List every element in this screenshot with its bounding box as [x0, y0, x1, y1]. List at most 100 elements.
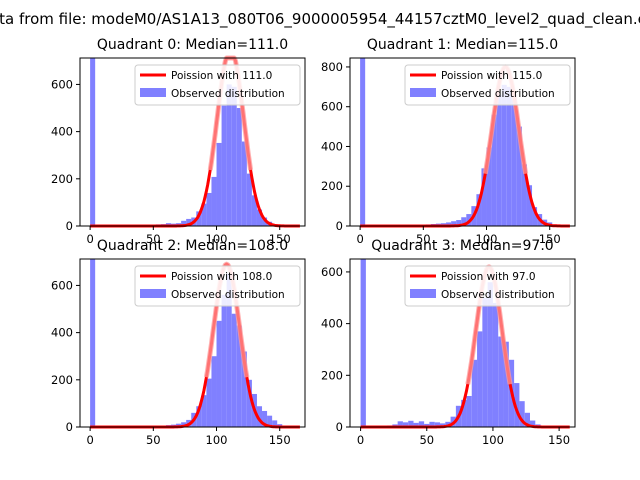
histogram-bar	[241, 141, 247, 226]
histogram-bar	[516, 126, 522, 226]
histogram-bar	[216, 142, 222, 226]
x-tick-label: 150	[539, 232, 561, 246]
quadrant-1-panel: 0 50 100 150 0 200 400 600 800 Poission with 115.…	[321, 37, 576, 246]
y-tick-label: 200	[51, 373, 73, 387]
y-tick-label: 600	[321, 100, 343, 114]
histogram-bar	[236, 108, 242, 226]
quadrant-0-title: Quadrant 0: Median=111.0	[97, 37, 288, 53]
y-tick-label: 200	[51, 172, 73, 186]
histogram-bar	[492, 302, 499, 427]
histogram-bar	[236, 325, 242, 427]
histogram-bar	[503, 341, 509, 427]
histogram-bar	[524, 412, 530, 427]
histogram-bar	[267, 415, 273, 427]
histogram-bar	[501, 84, 507, 226]
figure-suptitle: Data from file: modeM0/AS1A13_080T06_900…	[0, 10, 640, 29]
axes-frame	[349, 258, 576, 428]
x-tick-label: 50	[416, 232, 431, 246]
histogram-bar	[486, 147, 492, 226]
histogram-bar	[408, 420, 414, 427]
x-tick-label: 0	[86, 232, 93, 246]
quadrant-3-title: Quadrant 3: Median=97.0	[371, 238, 553, 254]
x-tick-label: 50	[146, 433, 161, 447]
histogram-bar	[429, 421, 435, 427]
histogram-bar	[466, 395, 472, 427]
histogram-bar	[221, 294, 227, 427]
y-tick-label: 600	[321, 265, 343, 279]
y-tick-label: 0	[336, 420, 343, 434]
quadrant-1-title: Quadrant 1: Median=115.0	[367, 37, 558, 53]
histogram-bar	[434, 422, 440, 427]
y-tick-label: 600	[51, 278, 73, 292]
legend-bar-swatch	[140, 88, 166, 97]
histogram-bar	[451, 221, 457, 226]
legend-bar-label: Observed distribution	[441, 88, 555, 100]
histogram-bar	[221, 105, 227, 226]
legend-bar-swatch	[140, 289, 166, 298]
histogram-bar	[226, 273, 232, 427]
y-tick-label: 200	[321, 368, 343, 382]
poisson-fit-highlight	[203, 261, 250, 378]
histogram-bar	[418, 421, 425, 427]
histogram-bar	[446, 222, 452, 226]
histogram-bar	[461, 217, 467, 226]
histogram-bar	[90, 259, 96, 427]
legend-bar-swatch	[410, 289, 436, 298]
x-tick-label: 0	[356, 232, 363, 246]
histogram-bar	[506, 86, 512, 226]
histogram-bar	[397, 421, 403, 427]
histogram-bar	[471, 359, 478, 427]
x-tick-label: 50	[146, 232, 161, 246]
histogram-bar	[206, 378, 212, 427]
legend-box	[404, 64, 571, 106]
legend-line-label: Poission with 108.0	[171, 271, 272, 283]
histogram-bar	[262, 217, 268, 226]
histogram-bar	[532, 207, 538, 226]
quadrant-2-panel: 0 50 100 150 0 200 400 600 Poission with 108.0 Ob…	[51, 238, 306, 447]
histogram-bar	[519, 401, 525, 427]
axes-frame	[349, 57, 576, 227]
quadrant-3-panel: 0 50 100 150 0 200 400 600 Poission with 97.0 Obs…	[321, 238, 576, 447]
histogram-bar	[211, 176, 217, 226]
x-tick-label: 0	[357, 433, 364, 447]
histogram-bar	[476, 194, 482, 226]
histogram-bar	[481, 168, 487, 226]
x-tick-label: 100	[476, 232, 498, 246]
histogram-bar	[90, 58, 96, 226]
legend-line-label: Poission with 111.0	[171, 70, 272, 82]
histogram-bar	[491, 114, 497, 226]
histogram-bar	[482, 297, 488, 427]
histogram-bar	[206, 192, 212, 226]
histogram-bar	[226, 84, 232, 226]
y-tick-label: 400	[51, 326, 73, 340]
histogram-bar	[440, 423, 446, 427]
histogram-bar	[496, 94, 502, 226]
legend-bar-label: Observed distribution	[171, 88, 285, 100]
axes-frame	[79, 57, 306, 227]
histogram-bar	[241, 351, 247, 427]
histogram-bar	[456, 220, 462, 226]
histogram-bar	[181, 422, 187, 427]
histogram-bar	[251, 195, 257, 226]
histogram-bar	[231, 313, 237, 427]
histogram-bar	[201, 395, 207, 427]
histogram-bar	[360, 58, 366, 226]
y-tick-label: 600	[51, 77, 73, 91]
histogram-bar	[272, 420, 278, 427]
histogram-bar	[262, 410, 268, 427]
y-tick-label: 400	[321, 317, 343, 331]
legend-bar-label: Observed distribution	[171, 289, 285, 301]
histogram-bar	[196, 211, 202, 226]
legend-line-label: Poission with 97.0	[441, 271, 536, 283]
legend-box	[134, 64, 301, 106]
x-tick-label: 100	[206, 232, 228, 246]
histogram-bar	[246, 173, 252, 226]
histogram-bar	[231, 86, 237, 226]
y-tick-label: 0	[66, 420, 73, 434]
legend-bar-swatch	[410, 88, 436, 97]
histogram-bar	[521, 164, 527, 226]
x-tick-label: 150	[269, 232, 291, 246]
histogram-bar	[360, 259, 366, 427]
histogram-bar	[211, 356, 217, 427]
